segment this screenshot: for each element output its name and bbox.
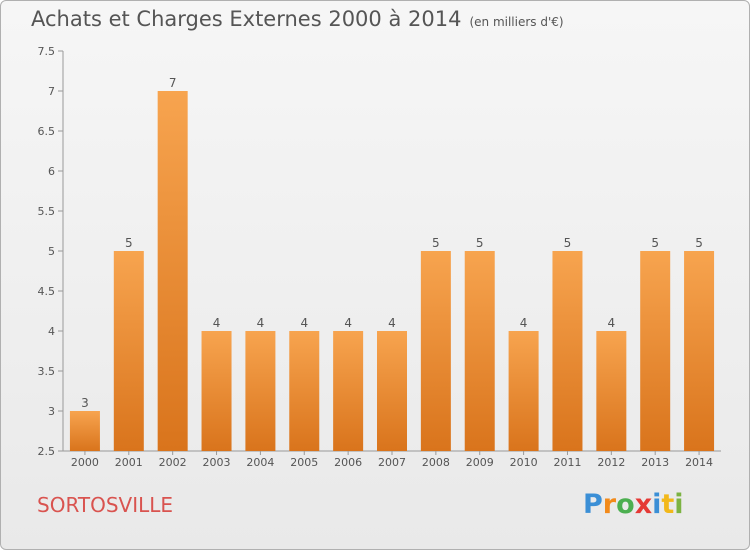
data-label: 4 — [213, 316, 221, 330]
data-label: 4 — [344, 316, 352, 330]
x-tick-label: 2008 — [422, 456, 450, 469]
x-tick-label: 2011 — [553, 456, 581, 469]
x-tick-label: 2001 — [115, 456, 143, 469]
y-tick-label: 6.5 — [38, 125, 56, 138]
x-tick-label: 2007 — [378, 456, 406, 469]
x-tick-label: 2002 — [159, 456, 187, 469]
logo-letter: i — [652, 489, 662, 520]
logo-letter: x — [634, 489, 653, 520]
bar — [113, 251, 144, 451]
y-tick-label: 7.5 — [38, 45, 56, 58]
data-label: 5 — [432, 236, 440, 250]
data-label: 5 — [476, 236, 484, 250]
bar — [201, 331, 232, 451]
logo-letter: o — [616, 489, 635, 520]
bars: 3 5 7 4 4 4 4 4 5 5 4 5 4 5 5 — [69, 76, 715, 451]
x-tick-label: 2006 — [334, 456, 362, 469]
bar — [157, 91, 188, 451]
y-tick-label: 7 — [48, 85, 55, 98]
x-tick-label: 2010 — [510, 456, 538, 469]
bar — [640, 251, 671, 451]
data-label: 7 — [169, 76, 177, 90]
bar — [377, 331, 407, 451]
data-label: 4 — [608, 316, 616, 330]
proxiti-logo[interactable]: Proxiti — [583, 489, 684, 520]
chart-title-text: Achats et Charges Externes 2000 à 2014 — [31, 7, 462, 31]
x-tick-label: 2009 — [466, 456, 494, 469]
bar — [464, 251, 495, 451]
data-label: 4 — [257, 316, 265, 330]
chart-title: Achats et Charges Externes 2000 à 2014 (e… — [31, 7, 564, 31]
bar — [596, 331, 627, 451]
bar — [420, 251, 451, 451]
data-label: 4 — [520, 316, 528, 330]
bar — [684, 251, 715, 451]
x-tick-label: 2013 — [641, 456, 669, 469]
y-tick-label: 3.5 — [38, 365, 56, 378]
x-tick-label: 2003 — [203, 456, 231, 469]
y-tick-label: 2.5 — [38, 445, 56, 458]
logo-letter: r — [602, 489, 617, 520]
bar — [508, 331, 539, 451]
data-label: 4 — [388, 316, 396, 330]
bar — [333, 331, 364, 451]
data-label: 5 — [651, 236, 659, 250]
bar — [552, 251, 583, 451]
x-tick-label: 2000 — [71, 456, 99, 469]
data-label: 5 — [564, 236, 572, 250]
y-tick-label: 4.5 — [38, 285, 56, 298]
y-tick-label: 3 — [48, 405, 55, 418]
y-tick-label: 4 — [48, 325, 55, 338]
chart-subtitle: (en milliers d'€) — [469, 15, 564, 29]
y-tick-label: 5.5 — [38, 205, 56, 218]
logo-letter: t — [661, 489, 675, 520]
x-tick-label: 2004 — [246, 456, 274, 469]
axes: 2.5 3 3.5 4 4.5 5 5.5 6 6.5 7 7.5 2000 2001 2002 2003 2… — [38, 45, 721, 469]
x-tick-label: 2014 — [685, 456, 713, 469]
y-tick-label: 5 — [48, 245, 55, 258]
data-label: 5 — [695, 236, 703, 250]
data-label: 5 — [125, 236, 133, 250]
bar — [69, 411, 100, 451]
x-tick-label: 2012 — [597, 456, 625, 469]
y-tick-label: 6 — [48, 165, 55, 178]
bar — [289, 331, 320, 451]
city-name: SORTOSVILLE — [37, 493, 174, 517]
data-label: 3 — [81, 396, 89, 410]
logo-letter: i — [674, 489, 684, 520]
logo-letter: P — [583, 489, 603, 520]
x-tick-label: 2005 — [290, 456, 318, 469]
data-label: 4 — [300, 316, 308, 330]
bar — [245, 331, 276, 451]
